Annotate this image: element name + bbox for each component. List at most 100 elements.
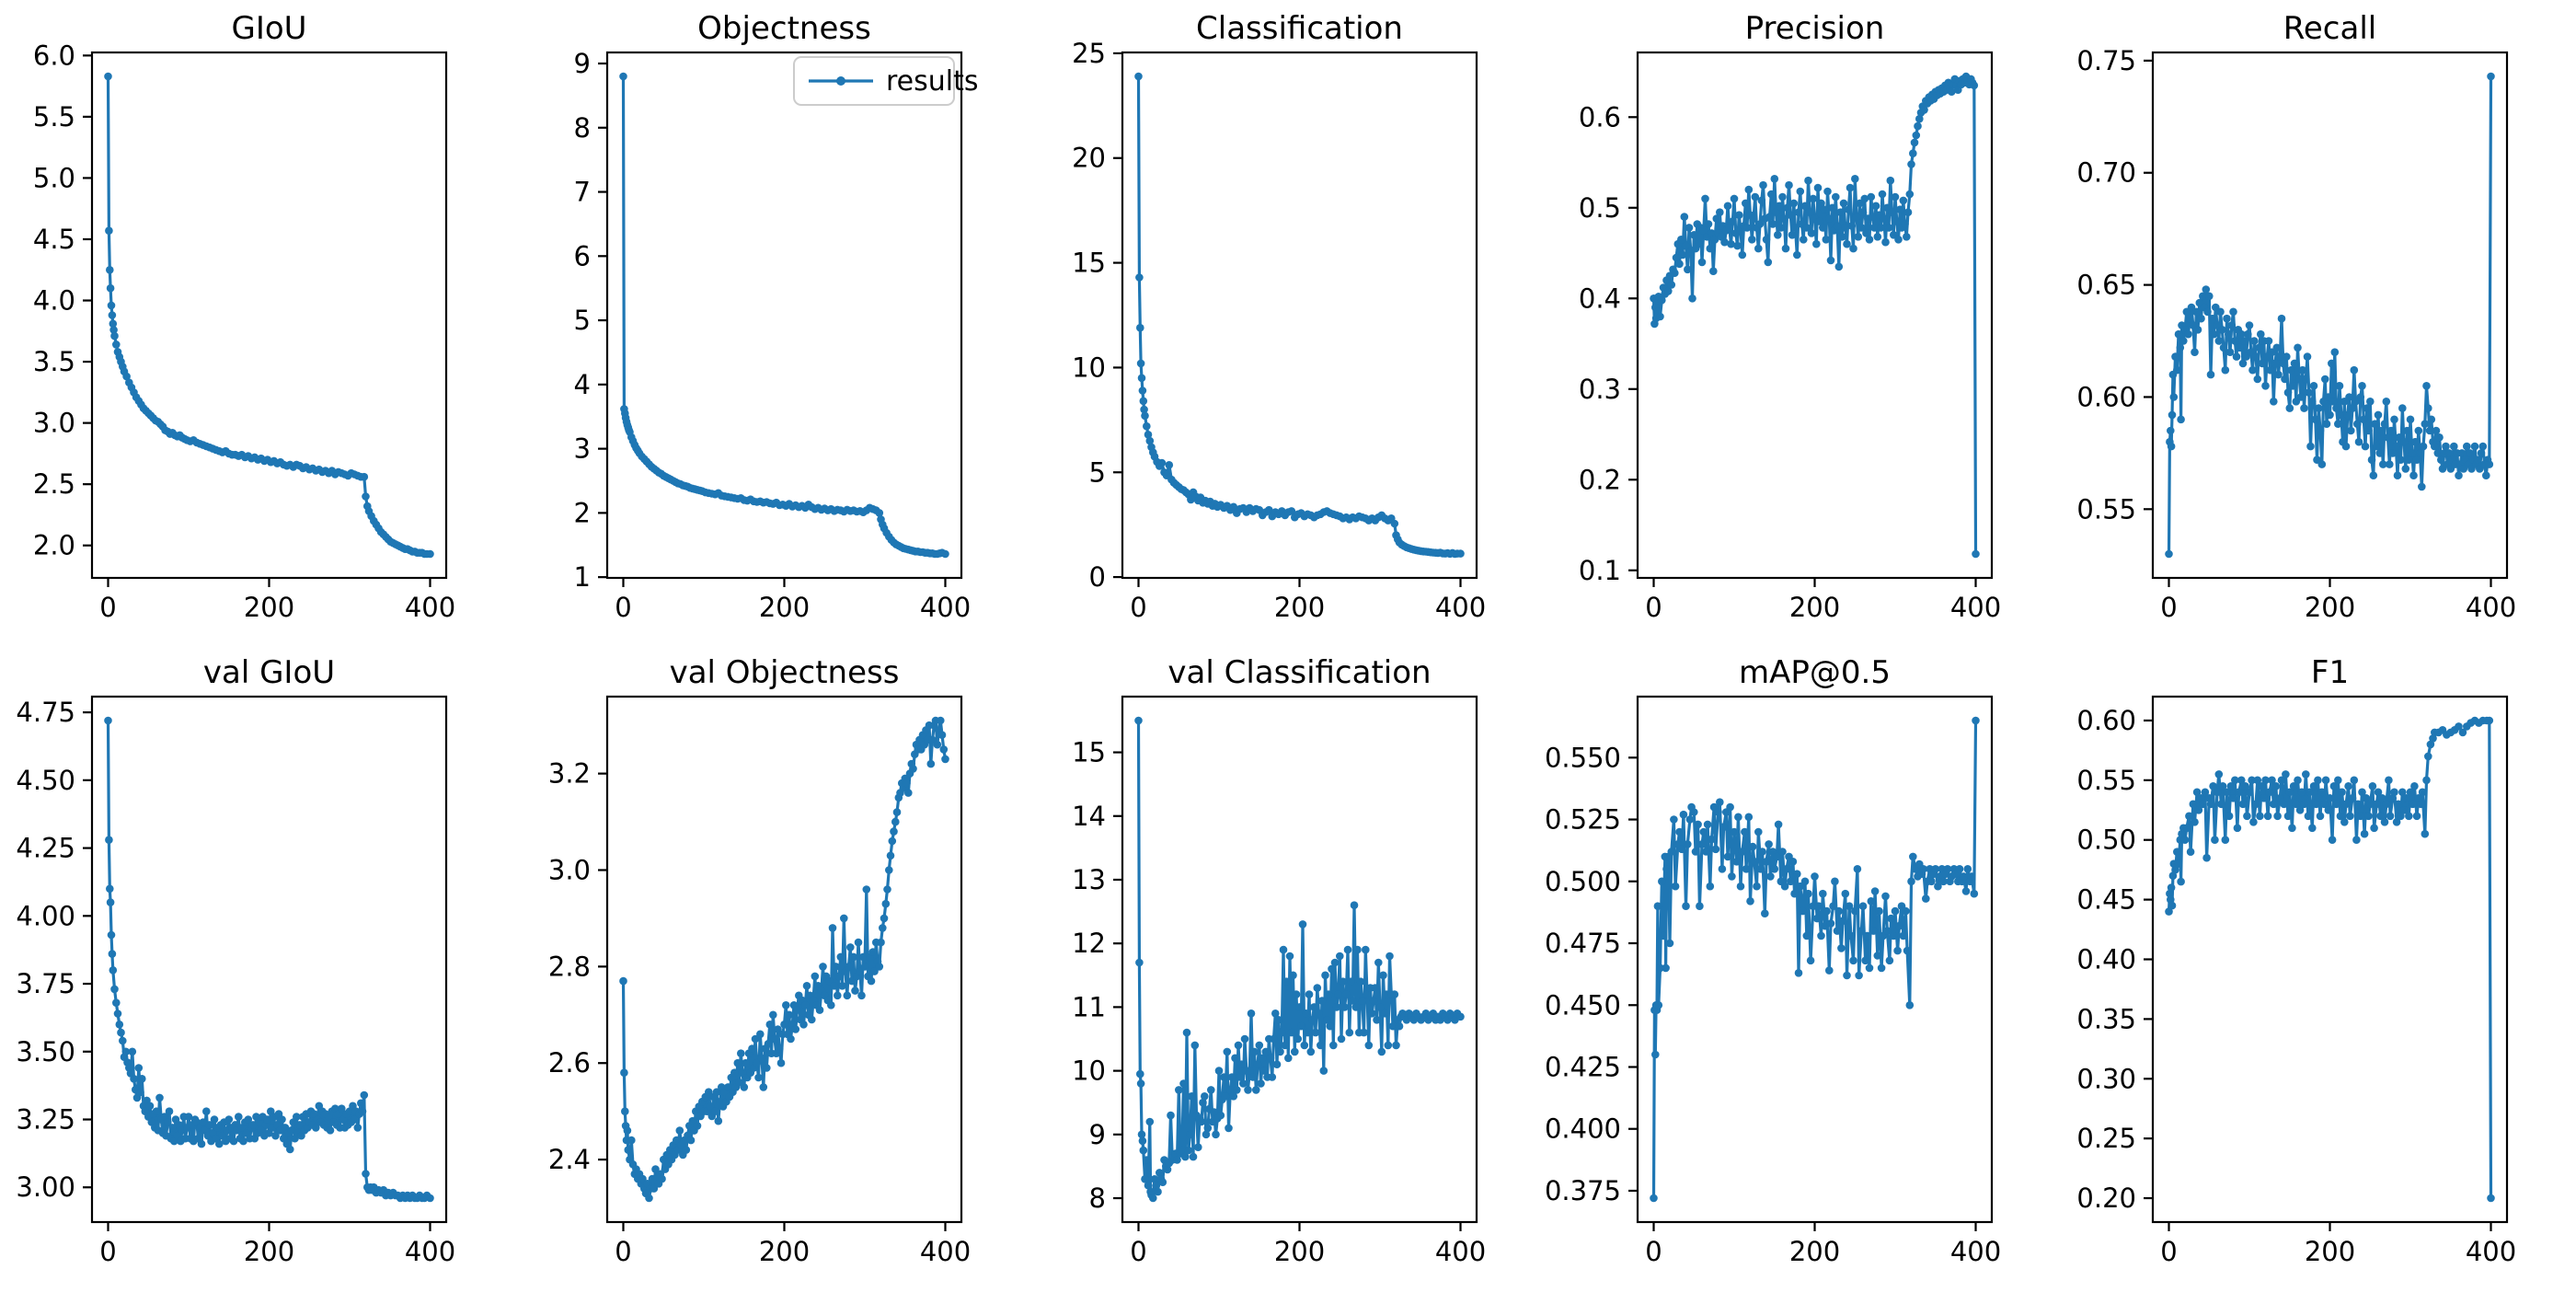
data-point-marker [1302,1009,1310,1018]
data-point-marker [2458,728,2467,737]
data-point-marker [1843,239,1851,248]
data-point-marker [1836,208,1845,216]
data-point-marker [776,1044,784,1053]
data-point-marker [113,1009,122,1018]
data-point-marker [1762,858,1771,866]
data-point-marker [2289,782,2298,790]
data-point-marker [2173,365,2181,375]
data-point-marker [1152,1181,1161,1190]
x-tick-label: 400 [2466,592,2516,623]
data-point-marker [2287,365,2295,375]
data-point-marker [1854,232,1863,241]
data-point-marker [1744,185,1754,194]
data-point-marker [1276,1047,1284,1056]
data-point-marker [1680,213,1689,221]
data-point-marker [1139,397,1148,406]
data-point-marker [764,1040,773,1048]
data-point-marker [1248,1073,1258,1081]
data-point-marker [1754,827,1763,836]
data-point-marker [1811,872,1819,881]
data-point-marker [1855,971,1863,980]
data-point-marker [1349,997,1357,1005]
data-point-marker [2261,776,2270,785]
data-point-marker [774,1025,782,1033]
data-point-marker [1899,931,1908,940]
data-point-marker [2168,410,2177,420]
data-point-marker [1701,194,1709,203]
data-point-marker [1324,990,1333,998]
data-point-marker [1684,265,1692,274]
data-point-marker [1137,1130,1146,1139]
chart-title: mAP@0.5 [1739,654,1891,691]
data-point-marker [1334,990,1342,998]
data-point-marker [1730,194,1739,203]
data-point-marker [2400,806,2409,814]
data-point-marker [2209,782,2217,790]
y-tick-label: 0.3 [1579,374,1621,405]
x-tick-label: 400 [2466,1236,2516,1267]
x-tick-label: 200 [244,592,294,623]
data-point-marker [1853,865,1862,873]
data-point-marker [2385,776,2393,785]
y-tick-label: 6.0 [33,40,75,71]
y-tick-label: 8 [1089,1182,1106,1214]
data-point-marker [1340,1003,1349,1011]
data-point-marker [2412,456,2421,465]
data-point-marker [1708,835,1716,844]
data-point-marker [199,1118,208,1126]
data-point-marker [138,1075,146,1083]
data-point-marker [2379,460,2387,468]
data-point-marker [624,1146,633,1154]
data-point-marker [1825,214,1834,223]
data-point-marker [1787,211,1795,219]
data-point-marker [1785,180,1793,190]
x-tick-label: 200 [759,592,810,623]
data-point-marker [2315,404,2323,412]
data-point-marker [1867,192,1876,202]
data-point-marker [1201,1092,1209,1101]
data-point-marker [2237,776,2246,785]
data-point-marker [2258,359,2267,368]
data-point-marker [620,1068,628,1077]
data-point-marker [2248,365,2257,375]
y-tick-label: 2.6 [548,1047,591,1079]
subplot-recall: Recall 0.55 0.60 0.65 0.70 0.75 0 200 400 [2061,0,2576,644]
data-point-marker [2165,549,2173,559]
data-point-marker [2225,812,2234,821]
data-point-marker [2231,776,2239,785]
data-point-marker [1149,1194,1157,1203]
data-point-marker [1278,1028,1286,1037]
subplot-val-classification: val Classification 8 9 10 11 12 13 14 15 0 200 400 [1030,644,1546,1288]
data-point-marker [2282,770,2290,779]
data-point-marker [1330,958,1340,967]
data-point-marker [890,827,898,836]
data-point-marker [1684,840,1692,848]
x-tick-label: 0 [615,1236,631,1267]
data-point-marker [1800,235,1808,244]
data-point-marker [2233,824,2242,833]
data-point-marker [2411,437,2420,446]
data-point-marker [686,1136,696,1145]
data-point-marker [875,963,884,971]
data-point-marker [1136,323,1144,332]
data-point-marker [1272,1060,1282,1068]
x-tick-label: 400 [920,1236,971,1267]
data-point-marker [1832,192,1840,202]
data-point-marker [287,1126,296,1135]
chart-title: F1 [2311,654,2349,691]
data-point-marker [1891,192,1900,202]
data-point-marker [2168,901,2177,910]
y-tick-label: 0.5 [1579,192,1621,224]
data-point-marker [362,1170,370,1178]
x-tick-label: 0 [99,592,116,623]
data-point-marker [2363,404,2372,412]
data-point-marker [1456,549,1465,558]
data-point-marker [1744,813,1754,822]
data-point-marker [2197,314,2205,323]
data-point-marker [2229,307,2237,317]
data-point-marker [712,1088,721,1096]
data-point-marker [112,340,121,349]
data-point-marker [108,950,117,958]
data-point-marker [1730,827,1739,836]
data-point-marker [799,1021,808,1029]
